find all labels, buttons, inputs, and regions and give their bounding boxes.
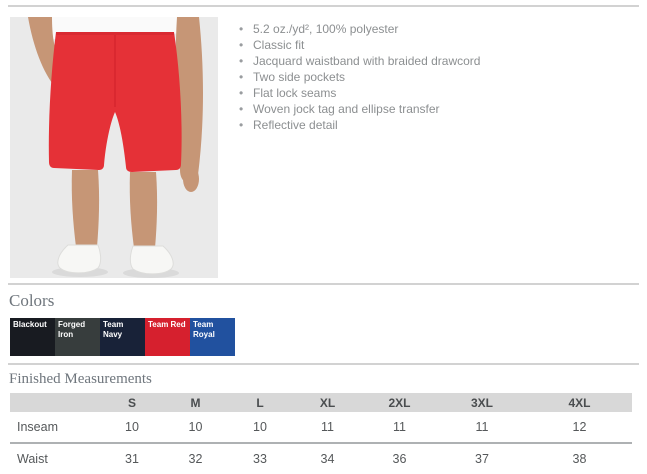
red-shorts-model-illustration: [10, 17, 218, 278]
size-col-header: XL: [293, 393, 362, 412]
swatch-label: Team Navy: [103, 320, 124, 339]
measurement-value: 11: [437, 412, 527, 444]
size-col-header: M: [164, 393, 227, 412]
size-col-header: 2XL: [362, 393, 437, 412]
row-label: Waist: [17, 452, 48, 466]
feature-item: Reflective detail: [237, 117, 637, 133]
measurement-value: 32: [188, 452, 203, 466]
feature-item: Classic fit: [237, 37, 637, 53]
swatch-label: Forged Iron: [58, 320, 86, 339]
measurement-value: 12: [527, 412, 632, 444]
colors-section-divider: [8, 283, 639, 285]
measurement-value: 37: [475, 452, 489, 466]
size-col-header: 3XL: [437, 393, 527, 412]
color-swatch-strip: Blackout Forged Iron Team Navy Team Red …: [10, 318, 235, 356]
measurements-section-divider: [8, 363, 639, 365]
size-col-header: 4XL: [527, 393, 632, 412]
feature-text: Classic fit: [253, 38, 305, 52]
feature-text: Two side pockets: [253, 70, 346, 84]
measurement-value: 36: [392, 452, 407, 466]
measurement-value: 10: [164, 412, 227, 444]
color-swatch-team-navy[interactable]: Team Navy: [100, 318, 145, 356]
table-row-waist: Waist 31 32 33 34 36 37 38: [10, 443, 632, 474]
measurement-value: 31: [125, 452, 139, 466]
color-swatch-forged-iron[interactable]: Forged Iron: [55, 318, 100, 356]
product-photo: [10, 17, 218, 278]
finished-measurements-table: S M L XL 2XL 3XL 4XL Inseam 10 10 10 11 …: [10, 393, 632, 474]
feature-item: 5.2 oz./yd², 100% polyester: [237, 21, 637, 37]
measurement-value: 10: [227, 412, 293, 444]
top-divider: [8, 5, 639, 7]
measurement-value: 11: [293, 412, 362, 444]
color-swatch-team-red[interactable]: Team Red: [145, 318, 190, 356]
feature-text: Jacquard waistband with braided drawcord: [253, 54, 481, 68]
swatch-label: Blackout: [13, 320, 47, 329]
color-swatch-team-royal[interactable]: Team Royal: [190, 318, 235, 356]
measurement-value: 34: [320, 452, 335, 466]
feature-list: 5.2 oz./yd², 100% polyester Classic fit …: [237, 21, 637, 133]
measurement-value: 38: [572, 452, 587, 466]
feature-item: Jacquard waistband with braided drawcord: [237, 53, 637, 69]
feature-text: Reflective detail: [253, 118, 338, 132]
measurement-value: 11: [362, 412, 437, 444]
measurements-heading: Finished Measurements: [9, 371, 152, 387]
feature-item: Two side pockets: [237, 69, 637, 85]
size-col-header: L: [227, 393, 293, 412]
measurement-value: 33: [253, 452, 267, 466]
table-row-inseam: Inseam 10 10 10 11 11 11 12: [10, 412, 632, 444]
header-corner-cell: [10, 393, 100, 412]
feature-item: Flat lock seams: [237, 85, 637, 101]
size-col-header: S: [100, 393, 164, 412]
swatch-label: Team Red: [148, 320, 186, 329]
color-swatch-blackout[interactable]: Blackout: [10, 318, 55, 356]
feature-item: Woven jock tag and ellipse transfer: [237, 101, 637, 117]
colors-heading: Colors: [9, 291, 55, 310]
measurement-value: 10: [100, 412, 164, 444]
swatch-label: Team Royal: [193, 320, 215, 339]
size-header-row: S M L XL 2XL 3XL 4XL: [10, 393, 632, 412]
feature-text: Flat lock seams: [253, 86, 337, 100]
feature-text: 5.2 oz./yd², 100% polyester: [253, 22, 399, 36]
feature-text: Woven jock tag and ellipse transfer: [253, 102, 440, 116]
row-label: Inseam: [10, 412, 100, 444]
